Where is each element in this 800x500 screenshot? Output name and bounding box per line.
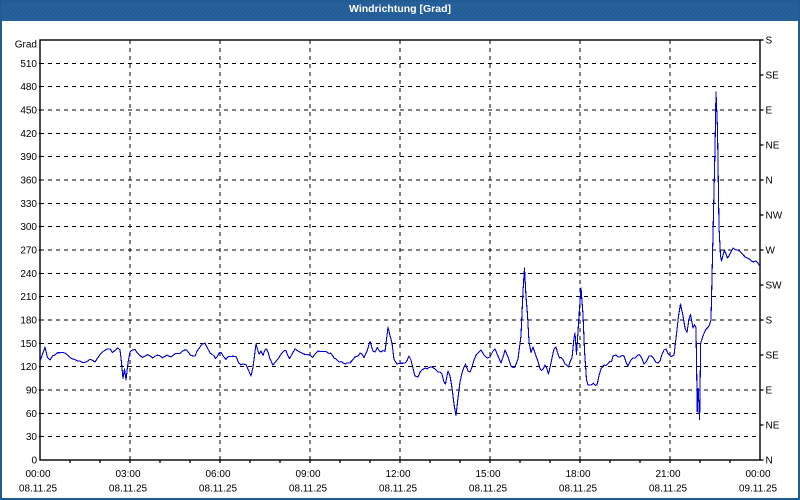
- svg-text:09:00: 09:00: [295, 469, 320, 480]
- svg-text:Grad: Grad: [15, 39, 37, 50]
- svg-text:00:00: 00:00: [745, 469, 770, 480]
- svg-text:300: 300: [20, 222, 37, 233]
- svg-text:210: 210: [20, 292, 37, 303]
- svg-text:06:00: 06:00: [205, 469, 230, 480]
- svg-text:510: 510: [20, 59, 37, 70]
- svg-text:15:00: 15:00: [475, 469, 500, 480]
- svg-text:0: 0: [31, 456, 37, 467]
- svg-text:240: 240: [20, 269, 37, 280]
- svg-text:S: S: [766, 316, 773, 327]
- svg-text:18:00: 18:00: [565, 469, 590, 480]
- svg-text:390: 390: [20, 152, 37, 163]
- svg-text:S: S: [766, 36, 773, 47]
- svg-text:08.11.25: 08.11.25: [289, 484, 328, 495]
- svg-text:150: 150: [20, 339, 37, 350]
- svg-text:08.11.25: 08.11.25: [379, 484, 418, 495]
- svg-text:09.11.25: 09.11.25: [739, 484, 778, 495]
- svg-text:180: 180: [20, 316, 37, 327]
- svg-text:60: 60: [26, 409, 38, 420]
- svg-text:21:00: 21:00: [655, 469, 680, 480]
- svg-text:08.11.25: 08.11.25: [109, 484, 148, 495]
- svg-text:08.11.25: 08.11.25: [559, 484, 598, 495]
- svg-text:E: E: [766, 386, 773, 397]
- svg-text:N: N: [766, 456, 773, 467]
- svg-text:450: 450: [20, 106, 37, 117]
- svg-text:N: N: [766, 176, 773, 187]
- svg-text:12:00: 12:00: [385, 469, 410, 480]
- svg-text:SE: SE: [766, 71, 780, 82]
- svg-text:08.11.25: 08.11.25: [469, 484, 508, 495]
- svg-text:480: 480: [20, 82, 37, 93]
- svg-text:W: W: [766, 246, 776, 257]
- svg-text:03:00: 03:00: [115, 469, 140, 480]
- svg-text:Windrichtung [Grad]: Windrichtung [Grad]: [349, 3, 451, 15]
- svg-text:420: 420: [20, 129, 37, 140]
- svg-text:NW: NW: [766, 211, 783, 222]
- svg-text:00:00: 00:00: [25, 469, 50, 480]
- svg-text:360: 360: [20, 176, 37, 187]
- svg-text:330: 330: [20, 199, 37, 210]
- svg-text:NE: NE: [766, 421, 780, 432]
- svg-text:SW: SW: [766, 281, 783, 292]
- svg-text:E: E: [766, 106, 773, 117]
- svg-text:90: 90: [26, 386, 38, 397]
- svg-text:270: 270: [20, 246, 37, 257]
- svg-text:08.11.25: 08.11.25: [19, 484, 58, 495]
- svg-text:SE: SE: [766, 351, 780, 362]
- svg-text:30: 30: [26, 432, 38, 443]
- svg-text:NE: NE: [766, 141, 780, 152]
- svg-text:08.11.25: 08.11.25: [199, 484, 238, 495]
- svg-text:120: 120: [20, 362, 37, 373]
- svg-text:08.11.25: 08.11.25: [649, 484, 688, 495]
